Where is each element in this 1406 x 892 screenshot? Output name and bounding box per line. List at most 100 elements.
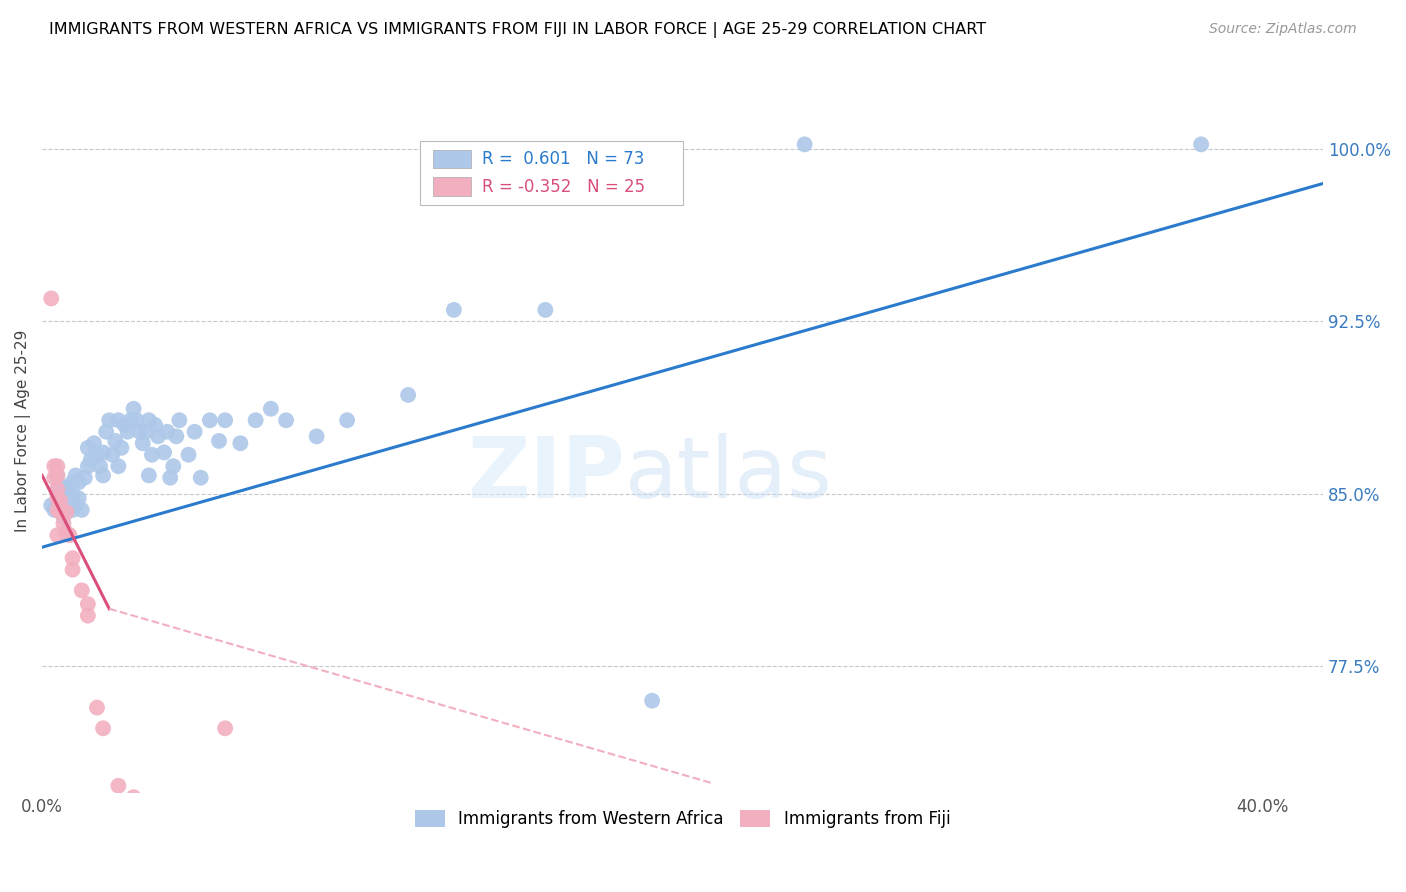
Point — [67, 475, 90, 490]
Point — [793, 137, 815, 152]
Point — [138, 468, 160, 483]
FancyBboxPatch shape — [433, 178, 471, 196]
Point — [83, 436, 105, 450]
Point — [46, 482, 69, 496]
Point — [55, 505, 77, 519]
Text: ZIP: ZIP — [467, 433, 626, 516]
Point — [55, 491, 77, 506]
Point — [46, 482, 69, 496]
Point — [52, 509, 75, 524]
Point — [245, 413, 267, 427]
Point — [107, 459, 129, 474]
Point — [141, 448, 163, 462]
Point — [46, 468, 69, 483]
Point — [49, 505, 72, 519]
Point — [169, 413, 191, 427]
Point — [125, 413, 148, 427]
Text: Source: ZipAtlas.com: Source: ZipAtlas.com — [1209, 22, 1357, 37]
Point — [65, 468, 87, 483]
Point — [138, 413, 160, 427]
Point — [156, 425, 179, 439]
Point — [208, 434, 231, 448]
Point — [214, 721, 236, 735]
Point — [641, 694, 664, 708]
Point — [52, 493, 75, 508]
Text: R = -0.352   N = 25: R = -0.352 N = 25 — [481, 178, 644, 195]
Point — [107, 779, 129, 793]
Point — [396, 388, 419, 402]
Point — [62, 503, 84, 517]
Point — [177, 448, 200, 462]
Point — [55, 525, 77, 540]
Point — [190, 471, 212, 485]
Point — [44, 459, 66, 474]
Point — [114, 417, 136, 432]
Text: R =  0.601   N = 73: R = 0.601 N = 73 — [481, 150, 644, 168]
Text: IMMIGRANTS FROM WESTERN AFRICA VS IMMIGRANTS FROM FIJI IN LABOR FORCE | AGE 25-2: IMMIGRANTS FROM WESTERN AFRICA VS IMMIGR… — [49, 22, 987, 38]
Point — [110, 441, 132, 455]
Point — [58, 528, 80, 542]
Legend: Immigrants from Western Africa, Immigrants from Fiji: Immigrants from Western Africa, Immigran… — [408, 804, 957, 835]
FancyBboxPatch shape — [433, 150, 471, 169]
Point — [91, 445, 114, 459]
Point — [143, 417, 166, 432]
Point — [62, 563, 84, 577]
Text: atlas: atlas — [626, 433, 832, 516]
Point — [52, 516, 75, 531]
Point — [101, 448, 124, 462]
Point — [165, 429, 187, 443]
Point — [198, 413, 221, 427]
Point — [96, 425, 118, 439]
Point — [153, 445, 176, 459]
Point — [162, 459, 184, 474]
Point — [120, 413, 142, 427]
Point — [86, 448, 108, 462]
Point — [55, 505, 77, 519]
Point — [49, 491, 72, 506]
Point — [214, 413, 236, 427]
Point — [159, 471, 181, 485]
Point — [39, 292, 62, 306]
Point — [135, 425, 157, 439]
Point — [117, 425, 139, 439]
Point — [44, 471, 66, 485]
Point — [336, 413, 359, 427]
Point — [260, 401, 283, 416]
Point — [122, 401, 145, 416]
Point — [76, 608, 98, 623]
Point — [86, 700, 108, 714]
Point — [183, 425, 205, 439]
Point — [46, 528, 69, 542]
Point — [58, 480, 80, 494]
Point — [89, 459, 111, 474]
Point — [76, 459, 98, 474]
Point — [70, 583, 93, 598]
Point — [122, 790, 145, 805]
Point — [128, 425, 150, 439]
Point — [146, 429, 169, 443]
Point — [46, 468, 69, 483]
Point — [44, 503, 66, 517]
Point — [67, 491, 90, 506]
Point — [229, 436, 252, 450]
Point — [46, 503, 69, 517]
Point — [76, 597, 98, 611]
Point — [52, 480, 75, 494]
Point — [46, 491, 69, 506]
Point — [49, 493, 72, 508]
Point — [98, 413, 121, 427]
Point — [274, 413, 297, 427]
Point — [107, 413, 129, 427]
Point — [91, 721, 114, 735]
Point — [62, 475, 84, 490]
Point — [1189, 137, 1212, 152]
Point — [70, 503, 93, 517]
Point — [65, 498, 87, 512]
Point — [76, 441, 98, 455]
Point — [534, 302, 557, 317]
Y-axis label: In Labor Force | Age 25-29: In Labor Force | Age 25-29 — [15, 329, 31, 532]
FancyBboxPatch shape — [420, 141, 683, 204]
Point — [91, 468, 114, 483]
Point — [305, 429, 328, 443]
Point — [132, 436, 155, 450]
